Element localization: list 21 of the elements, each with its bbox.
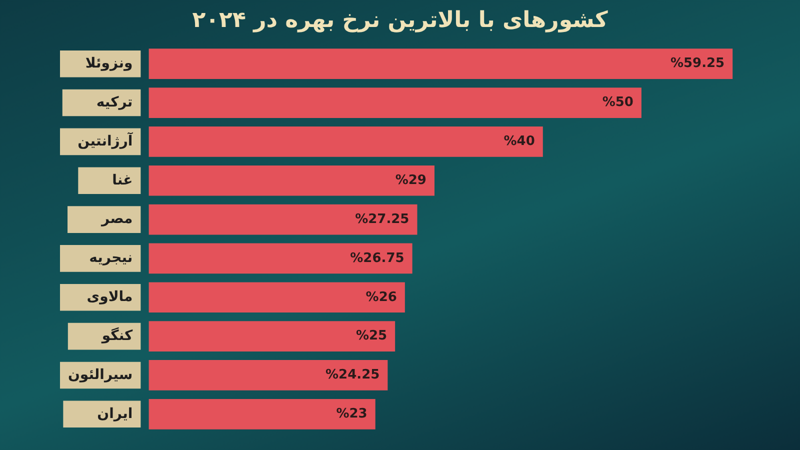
data-label: %29 [395, 172, 426, 188]
data-label: %25 [356, 328, 388, 344]
y-tick-label: کنگو [100, 326, 134, 344]
chart-title: کشورهای با بالاترین نرخ بهره در ۲۰۲۴ [192, 8, 608, 33]
y-tick-label: ونزوئلا [85, 56, 133, 72]
data-label: %59.25 [670, 56, 725, 72]
y-tick-label: ایران [97, 406, 133, 422]
y-tick-label: سیرالئون [68, 366, 133, 383]
data-label: %26 [366, 290, 397, 305]
data-label: %23 [336, 406, 368, 422]
data-label: %26.75 [350, 250, 404, 266]
y-tick-label: مصر [100, 211, 133, 228]
y-tick-label: نیجریه [89, 250, 133, 266]
data-label: %27.25 [355, 212, 410, 227]
y-tick-label: آرژانتین [78, 131, 134, 150]
y-tick-label: مالاوی [86, 289, 133, 306]
y-tick-label: غنا [112, 172, 133, 188]
data-label: %24.25 [326, 368, 380, 383]
y-tick-label: ترکیه [96, 94, 133, 110]
data-label: %40 [504, 134, 535, 150]
data-label: %50 [602, 95, 634, 110]
